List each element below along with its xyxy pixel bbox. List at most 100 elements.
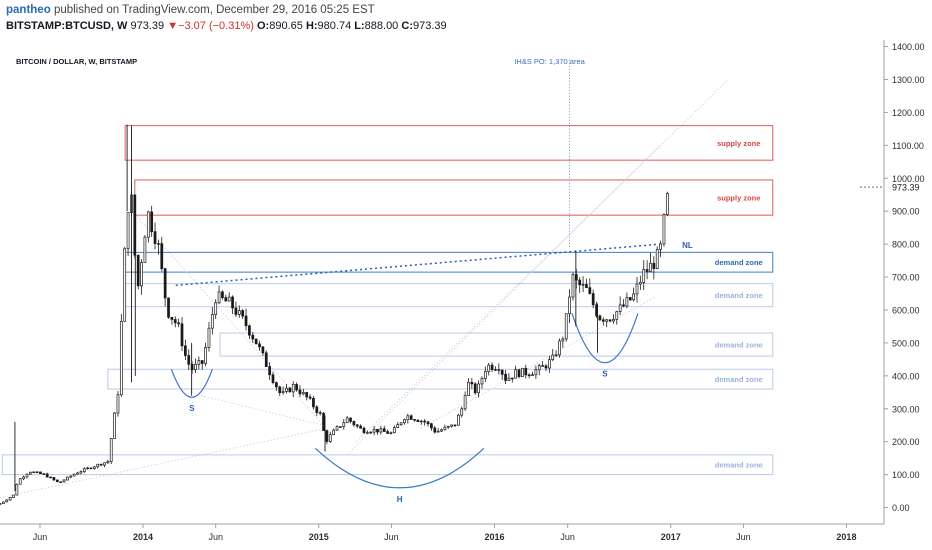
candle-body	[197, 360, 201, 365]
candle-body	[632, 293, 635, 301]
candle-body	[548, 359, 551, 369]
demand-zone-label: demand zone	[715, 461, 763, 470]
candle-body	[524, 367, 528, 376]
candle-body	[527, 374, 531, 377]
candle-body	[392, 427, 396, 434]
candle-body	[119, 320, 123, 396]
time-axis[interactable]: Jun 2014 Jun 2015 Jun 2016 Jun 2017 Jun 2018	[0, 523, 884, 542]
candle-body	[59, 481, 63, 483]
candle-body	[99, 463, 103, 466]
candle-body	[12, 494, 15, 498]
candle-body	[470, 381, 474, 385]
candle-body	[281, 390, 285, 394]
candle-body	[258, 343, 261, 348]
candle-body	[406, 415, 410, 421]
symbol-label[interactable]: BITSTAMP:BTCUSD, W	[6, 20, 128, 32]
price-tick-label: 1300.00	[892, 75, 925, 85]
candle-body	[140, 262, 143, 287]
candle-body	[8, 497, 12, 501]
price-tick-label: 400.00	[892, 371, 920, 381]
chart-title: BITCOIN / DOLLAR, W, BITSTAMP	[16, 57, 137, 66]
candle-body	[389, 432, 393, 434]
candle-body	[157, 243, 160, 245]
candle-body	[15, 483, 19, 496]
price-tick-label: 300.00	[892, 404, 920, 414]
candle-body	[507, 377, 511, 381]
candle-body	[305, 392, 309, 398]
candle-body	[136, 254, 140, 287]
candle-body	[39, 471, 42, 475]
candle-body	[217, 291, 221, 304]
candle-body	[123, 248, 127, 322]
candle-body	[416, 419, 420, 422]
candle-body	[150, 211, 154, 232]
candle-body	[113, 412, 116, 439]
candle-body	[436, 430, 440, 433]
candle-body	[194, 364, 197, 371]
candle-body	[655, 248, 659, 269]
low-value: 888.00	[364, 20, 399, 32]
candle-body	[22, 476, 25, 480]
candle-body	[332, 429, 336, 436]
demand-zone-label: demand zone	[715, 291, 763, 300]
candle-body	[251, 334, 255, 340]
candle-body	[541, 365, 544, 367]
candle-body	[79, 471, 83, 474]
candle-body	[322, 412, 325, 431]
close-value: 973.39	[412, 20, 447, 32]
demand-zone-box	[107, 368, 774, 390]
candle-body	[342, 422, 346, 427]
candle-body	[399, 422, 403, 426]
left-shoulder-label: S	[189, 404, 195, 413]
candle-body	[615, 311, 619, 320]
candles-layer	[0, 124, 669, 505]
publisher-line: pantheo published on TradingView.com, De…	[6, 4, 375, 16]
candle-body	[376, 428, 379, 433]
candle-body	[268, 366, 271, 376]
candle-body	[5, 499, 9, 503]
candle-body	[86, 467, 89, 470]
candle-body	[662, 214, 666, 245]
candle-body	[184, 345, 187, 356]
last-price: 973.39	[130, 20, 165, 32]
high-value: 980.74	[317, 20, 352, 32]
price-tick-label: 1100.00	[892, 141, 924, 151]
candle-body	[622, 304, 625, 307]
candle-body	[72, 473, 76, 477]
candle-body	[386, 431, 389, 434]
candle-body	[103, 462, 106, 466]
candle-body	[581, 284, 585, 286]
candle-body	[467, 381, 470, 396]
candle-body	[224, 297, 228, 302]
price-tick-label: 1400.00	[892, 42, 925, 52]
candle-body	[554, 354, 558, 357]
candle-body	[318, 412, 322, 414]
time-tick-label: Jun	[560, 532, 575, 542]
time-tick-label: 2015	[309, 532, 329, 542]
published-text: published on TradingView.com, December 2…	[53, 4, 375, 16]
candle-body	[187, 355, 191, 365]
candle-body	[561, 338, 565, 342]
candle-body	[504, 373, 507, 381]
publisher-name[interactable]: pantheo	[6, 4, 51, 16]
price-axis[interactable]: 0.00 100.00 200.00 300.00 400.00 500.00 600.00…	[883, 40, 925, 524]
candle-body	[642, 269, 646, 283]
candle-body	[628, 297, 632, 301]
left-shoulder-arc	[170, 369, 213, 398]
trend-line	[0, 428, 326, 499]
candle-body	[291, 384, 295, 393]
candle-body	[153, 231, 157, 244]
annotation-lines-layer: NL IH&S PO: 1,370 area S H S	[0, 57, 729, 504]
candle-body	[227, 296, 231, 302]
candle-body	[204, 347, 207, 364]
candle-body	[167, 297, 170, 318]
candle-body	[244, 315, 248, 327]
candle-body	[500, 370, 504, 375]
candle-body	[339, 426, 342, 428]
candle-body	[473, 383, 477, 394]
trend-line	[200, 395, 324, 426]
candle-body	[221, 291, 224, 298]
candle-body	[275, 382, 278, 388]
head-label: H	[397, 495, 403, 504]
